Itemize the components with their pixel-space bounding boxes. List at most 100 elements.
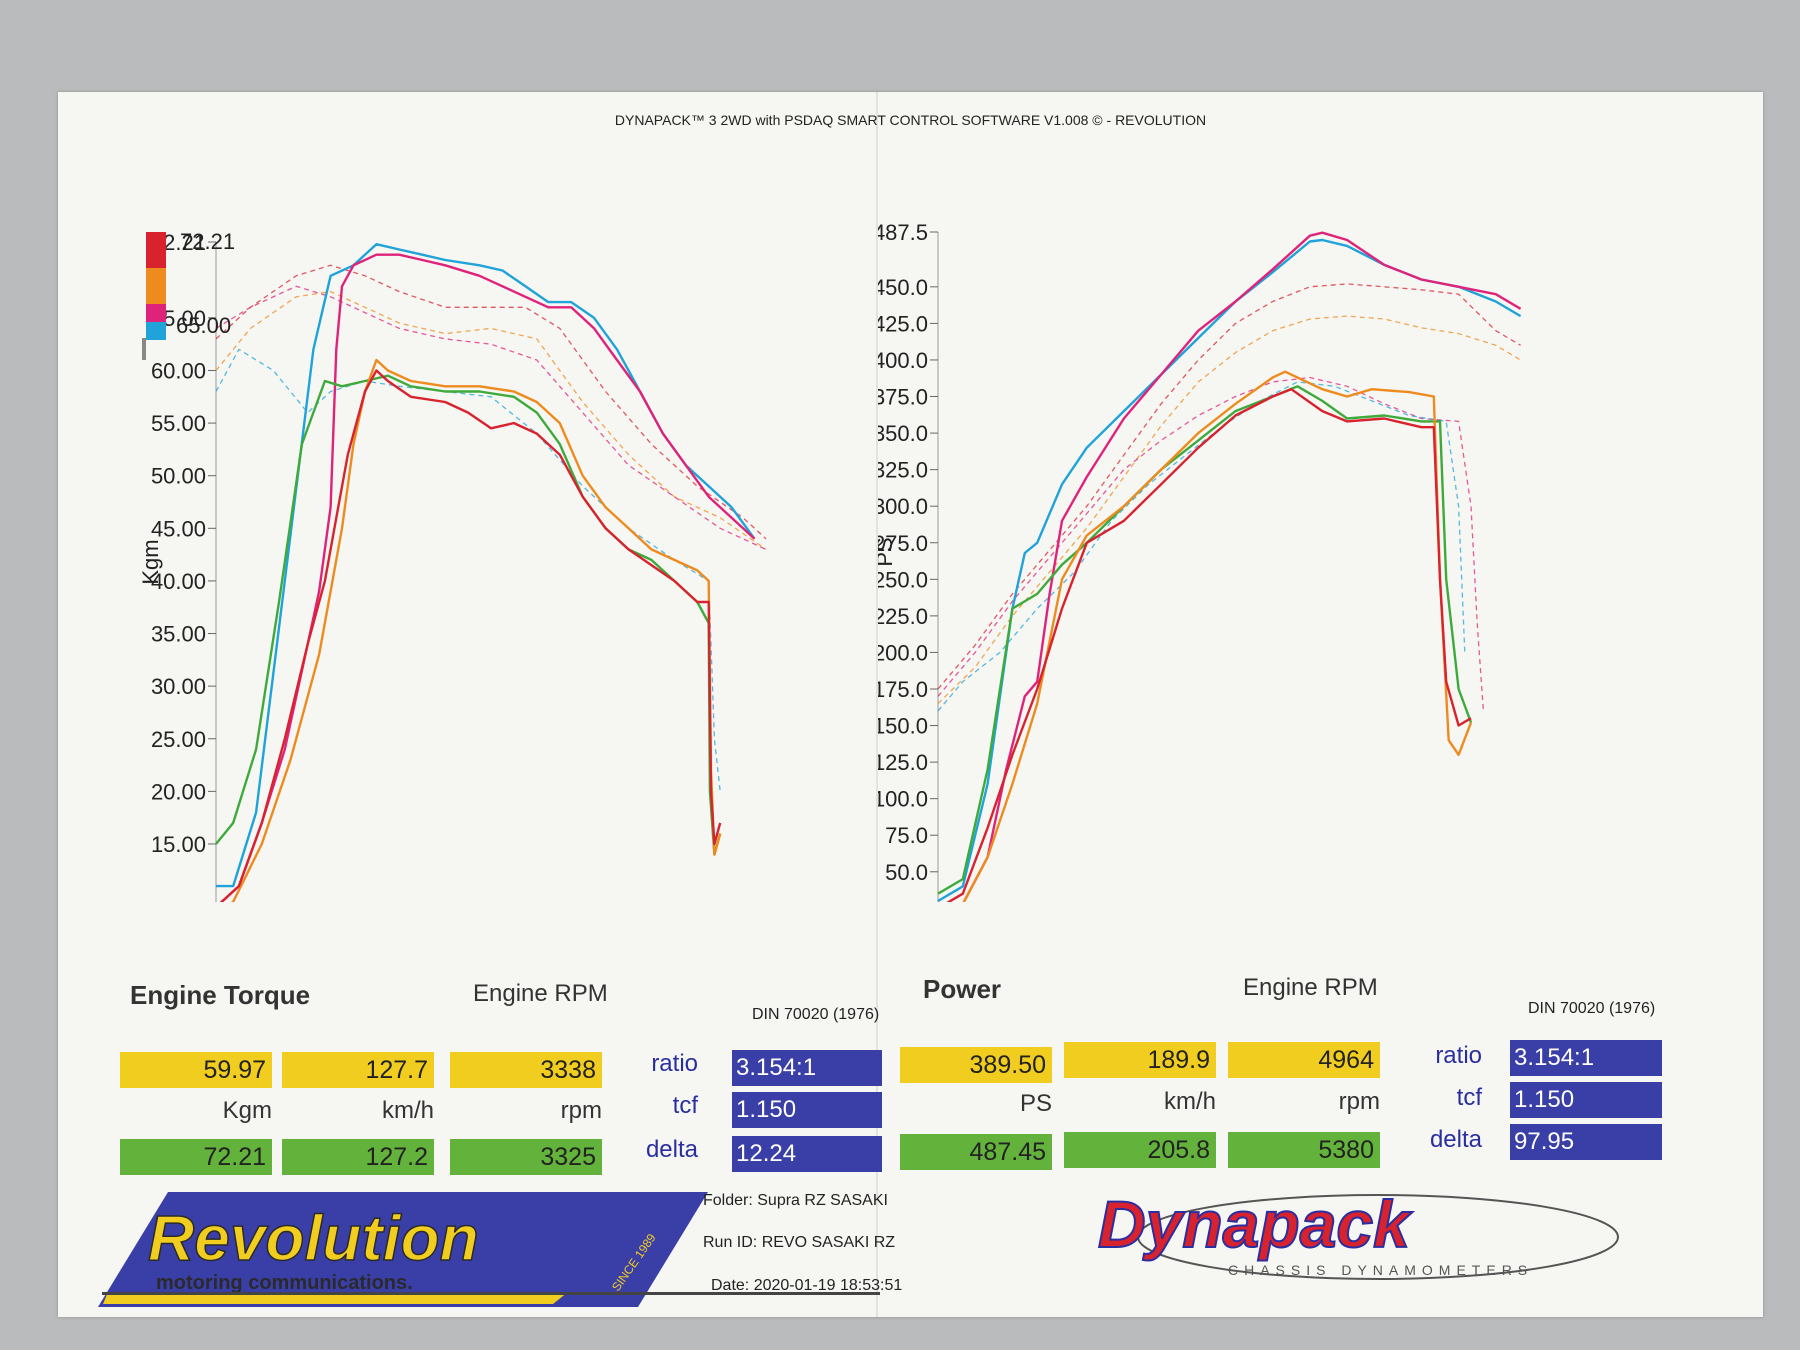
- power-series-magenta-solid: [962, 231, 1522, 902]
- dynapack-logo: Dynapack CHASSIS DYNAMOMETERS: [1097, 1186, 1619, 1280]
- power-speed-value: 189.9: [1064, 1042, 1216, 1078]
- legend-swatch-orange: [146, 286, 166, 304]
- torque-rpm-value: 3338: [450, 1052, 602, 1088]
- power-unit-rpm: rpm: [1338, 1088, 1380, 1115]
- dynapack-wordmark: Dynapack: [1098, 1187, 1413, 1261]
- power-ytick-label: 350.0: [878, 421, 928, 446]
- torque-din-label: DIN 70020 (1976): [752, 1006, 880, 1023]
- torque-ratio-value: 3.154:1: [732, 1050, 882, 1086]
- legend-label-max: 72.21: [180, 229, 235, 254]
- torque-unit-kmh: km/h: [381, 1097, 434, 1124]
- torque-tcf-label: tcf: [672, 1092, 698, 1119]
- power-peak-value: 389.50: [900, 1047, 1052, 1083]
- torque-y-axis-label: Kgm: [138, 539, 163, 584]
- meta-folder: Folder: Supra RZ SASAKI: [703, 1192, 888, 1209]
- torque-ytick-label: 40.00: [151, 569, 206, 594]
- power-ytick-label: 275.0: [878, 531, 928, 556]
- power-ytick-label: 22.5: [885, 900, 928, 902]
- torque-series-magenta-solid: [219, 253, 756, 902]
- power-ytick-label: 487.5: [878, 220, 928, 245]
- torque-rpm-label: Engine RPM: [473, 980, 608, 1007]
- revolution-subtitle: motoring communications.: [156, 1272, 413, 1294]
- power-ytick-label: 225.0: [878, 604, 928, 629]
- paper-fold: [876, 92, 878, 1317]
- power-ytick-label: 450.0: [878, 275, 928, 300]
- power-ytick-label: 325.0: [878, 458, 928, 483]
- power-ytick-label: 150.0: [878, 714, 928, 739]
- torque-series-blue-dashed: [215, 348, 721, 792]
- power-series-blue-solid: [937, 238, 1522, 902]
- power-ytick-label: 50.0: [885, 860, 928, 885]
- dynapack-subtitle: CHASSIS DYNAMOMETERS: [1228, 1262, 1533, 1278]
- power-tcf-value: 1.150: [1510, 1082, 1662, 1118]
- torque-ytick-label: 25.00: [151, 727, 206, 752]
- torque-ytick-label: 30.00: [151, 674, 206, 699]
- torque-series-orange-dashed: [215, 290, 767, 550]
- power-ytick-label: 300.0: [878, 494, 928, 519]
- meta-date: Date: 2020-01-19 18:53:51: [711, 1277, 903, 1294]
- power-ytick-label: 75.0: [885, 823, 928, 848]
- power-series-red-solid: [946, 388, 1472, 902]
- power-ytick-label: 250.0: [878, 567, 928, 592]
- power-y-axis-label: PS: [878, 537, 897, 566]
- legend-label-mid: 65.00: [176, 313, 231, 338]
- revolution-wordmark: Revolution: [148, 1202, 479, 1274]
- legend-swatch-red: [146, 232, 166, 250]
- logo-rule: [102, 1292, 880, 1295]
- torque-delta-value: 12.24: [732, 1136, 882, 1172]
- torque-max-speed: 127.2: [282, 1139, 434, 1175]
- power-series-magenta-dashed: [937, 376, 1485, 711]
- torque-peak-value: 59.97: [120, 1052, 272, 1088]
- torque-series-orange-solid: [230, 358, 722, 902]
- meta-run-id: Run ID: REVO SASAKI RZ: [703, 1234, 896, 1251]
- torque-title: Engine Torque: [130, 980, 311, 1010]
- power-max-speed: 205.8: [1064, 1132, 1216, 1168]
- torque-ytick-label: 15.00: [151, 832, 206, 857]
- legend-swatch-grey: [142, 338, 146, 360]
- torque-series-red-dashed: [215, 264, 767, 540]
- torque-max-value: 72.21: [120, 1139, 272, 1175]
- power-ytick-label: 125.0: [878, 750, 928, 775]
- power-rpm-label: Engine RPM: [1243, 974, 1378, 1001]
- torque-series-blue-solid: [216, 243, 756, 888]
- torque-speed-value: 127.7: [282, 1052, 434, 1088]
- power-unit-kmh: km/h: [1163, 1088, 1216, 1115]
- power-din-label: DIN 70020 (1976): [1528, 1000, 1656, 1017]
- power-series-orange-solid: [962, 370, 1473, 902]
- torque-ytick-label: 50.00: [151, 464, 206, 489]
- power-ratio-value: 3.154:1: [1510, 1040, 1662, 1076]
- sheet-header: DYNAPACK™ 3 2WD with PSDAQ SMART CONTROL…: [614, 112, 1207, 128]
- power-title: Power: [923, 974, 1002, 1004]
- torque-unit-rpm: rpm: [560, 1097, 602, 1124]
- torque-series-red-solid: [219, 369, 722, 902]
- dyno-sheet: DYNAPACK™ 3 2WD with PSDAQ SMART CONTROL…: [58, 92, 1763, 1317]
- torque-unit-kgm: Kgm: [222, 1097, 272, 1124]
- power-delta-value: 97.95: [1510, 1124, 1662, 1160]
- power-rpm-value: 4964: [1228, 1042, 1380, 1078]
- power-series-orange-dashed: [937, 315, 1521, 705]
- torque-tcf-value: 1.150: [732, 1092, 882, 1128]
- power-chart: 487.5 450.0 425.0 400.0 375.0 350.0 325.0 300.0…: [878, 220, 1522, 902]
- power-ytick-label: 100.0: [878, 787, 928, 812]
- power-unit-ps: PS: [1019, 1090, 1052, 1117]
- revolution-logo: Revolution motoring communications. SINC…: [98, 1192, 708, 1307]
- torque-max-rpm: 3325: [450, 1139, 602, 1175]
- power-ratio-label: ratio: [1435, 1042, 1482, 1069]
- power-series-red-dashed: [937, 283, 1521, 690]
- torque-delta-label: delta: [645, 1136, 698, 1163]
- torque-chart: 72.21 65.00 60.00 55.00 50.00 45.00 40.00 35.00…: [138, 229, 767, 902]
- power-ytick-label: 425.0: [878, 311, 928, 336]
- torque-series-green-solid: [215, 374, 722, 856]
- torque-ytick-label: 55.00: [151, 411, 206, 436]
- power-ytick-label: 375.0: [878, 385, 928, 410]
- torque-series-magenta-dashed: [215, 285, 767, 550]
- legend-swatch-orange: [146, 268, 166, 286]
- power-delta-label: delta: [1429, 1126, 1482, 1153]
- legend-swatch-magenta: [146, 304, 166, 322]
- power-tcf-label: tcf: [1456, 1084, 1482, 1111]
- legend-swatch-red: [146, 250, 166, 268]
- power-max-value: 487.45: [900, 1134, 1052, 1170]
- legend-swatch-blue: [146, 322, 166, 340]
- power-max-rpm: 5380: [1228, 1132, 1380, 1168]
- torque-ytick-label: 35.00: [151, 622, 206, 647]
